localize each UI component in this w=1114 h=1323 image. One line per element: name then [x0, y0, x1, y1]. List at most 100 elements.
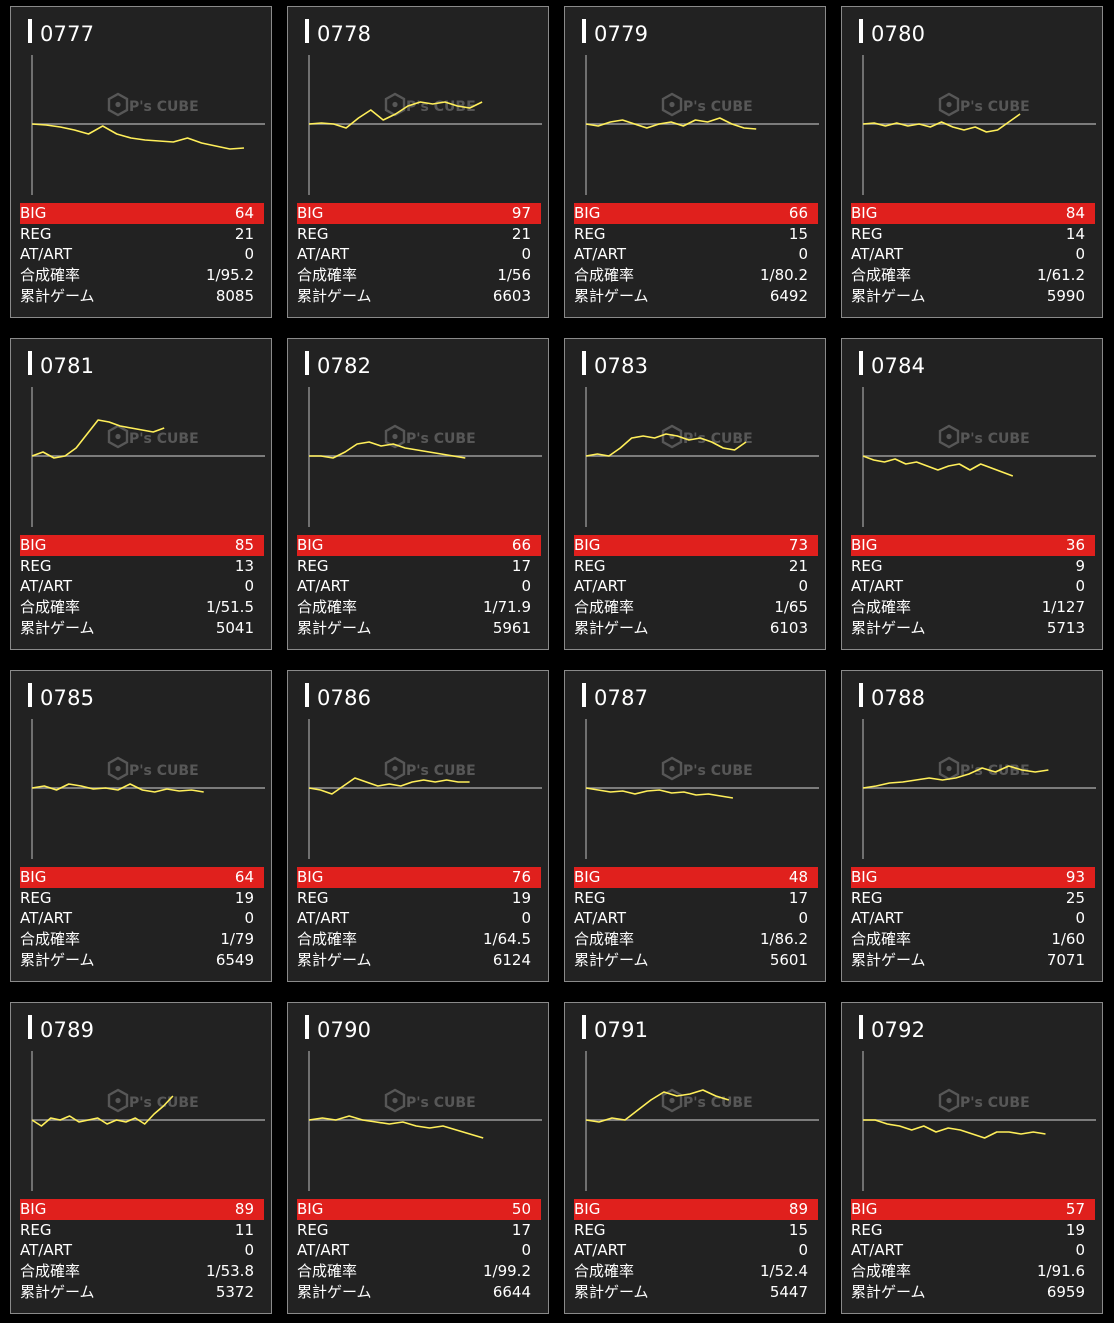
cube-icon-center — [669, 1097, 675, 1104]
prob-label: 合成確率 — [297, 930, 358, 949]
cube-icon — [107, 1088, 129, 1113]
big-value: 48 — [788, 868, 808, 886]
reg-row: REG 25 — [851, 888, 1086, 909]
watermark-logo: P's CUBE — [661, 1088, 753, 1113]
prob-label: 合成確率 — [20, 266, 81, 285]
cube-icon — [384, 1088, 406, 1113]
big-value: 66 — [788, 204, 808, 222]
machine-card-0777[interactable]: 0777 P's CUBE BIG 64 REG 21 AT/ART 0 — [10, 6, 272, 318]
machine-card-0788[interactable]: 0788 P's CUBE BIG 93 REG 25 AT/ART 0 — [841, 670, 1103, 982]
title-marker — [28, 19, 32, 43]
games-label: 累計ゲーム — [297, 286, 372, 305]
at-label: AT/ART — [297, 577, 350, 596]
slump-graph: P's CUBE — [31, 55, 265, 195]
watermark-logo: P's CUBE — [938, 424, 1030, 449]
prob-value: 1/60 — [1051, 930, 1085, 949]
cube-icon — [107, 756, 129, 781]
games-value: 6103 — [769, 618, 808, 637]
games-value: 6644 — [492, 1282, 531, 1301]
big-value: 93 — [1065, 868, 1085, 886]
prob-label: 合成確率 — [574, 266, 635, 285]
prob-value: 1/99.2 — [483, 1262, 531, 1281]
games-value: 5961 — [492, 618, 531, 637]
stats-table: BIG 48 REG 17 AT/ART 0 合成確率 1/86.2 累計ゲーム… — [574, 867, 818, 970]
title-marker — [305, 351, 309, 375]
reg-row: REG 19 — [851, 1220, 1086, 1241]
reg-label: REG — [20, 224, 52, 243]
machine-card-0786[interactable]: 0786 P's CUBE BIG 76 REG 19 AT/ART 0 — [287, 670, 549, 982]
at-row: AT/ART 0 — [574, 908, 809, 929]
reg-label: REG — [297, 556, 329, 575]
at-row: AT/ART 0 — [20, 908, 255, 929]
reg-value: 17 — [511, 1220, 531, 1239]
machine-card-0782[interactable]: 0782 P's CUBE BIG 66 REG 17 AT/ART 0 — [287, 338, 549, 650]
reg-label: REG — [851, 888, 883, 907]
title-marker — [582, 351, 586, 375]
cube-icon-center — [115, 1097, 121, 1104]
prob-value: 1/64.5 — [483, 930, 531, 949]
machine-number: 0786 — [317, 686, 372, 710]
big-label: BIG — [851, 536, 878, 554]
big-label: BIG — [20, 536, 47, 554]
prob-row: 合成確率 1/79 — [20, 929, 255, 950]
machine-card-0791[interactable]: 0791 P's CUBE BIG 89 REG 15 AT/ART 0 — [564, 1002, 826, 1314]
title-marker — [859, 683, 863, 707]
stats-table: BIG 66 REG 17 AT/ART 0 合成確率 1/71.9 累計ゲーム… — [297, 535, 541, 638]
games-value: 6603 — [492, 286, 531, 305]
watermark-text: P's CUBE — [129, 1095, 199, 1111]
slump-line — [585, 433, 747, 457]
machine-number: 0788 — [871, 686, 926, 710]
machine-card-0779[interactable]: 0779 P's CUBE BIG 66 REG 15 AT/ART 0 — [564, 6, 826, 318]
machine-card-0790[interactable]: 0790 P's CUBE BIG 50 REG 17 AT/ART 0 — [287, 1002, 549, 1314]
watermark-logo: P's CUBE — [661, 92, 753, 117]
big-row: BIG 97 — [297, 203, 541, 224]
machine-card-0783[interactable]: 0783 P's CUBE BIG 73 REG 21 AT/ART 0 — [564, 338, 826, 650]
at-label: AT/ART — [574, 909, 627, 928]
cube-icon-center — [946, 1097, 952, 1104]
cube-icon — [938, 756, 960, 781]
big-row: BIG 76 — [297, 867, 541, 888]
games-label: 累計ゲーム — [20, 286, 95, 305]
at-label: AT/ART — [20, 909, 73, 928]
title-marker — [305, 683, 309, 707]
games-label: 累計ゲーム — [851, 286, 926, 305]
machine-card-0785[interactable]: 0785 P's CUBE BIG 64 REG 19 AT/ART 0 — [10, 670, 272, 982]
machine-number: 0787 — [594, 686, 649, 710]
machine-card-0784[interactable]: 0784 P's CUBE BIG 36 REG 9 AT/ART 0 — [841, 338, 1103, 650]
big-value: 85 — [234, 536, 254, 554]
cube-icon — [938, 92, 960, 117]
cube-icon-center — [115, 101, 121, 108]
slump-line — [862, 765, 1049, 789]
reg-row: REG 17 — [574, 888, 809, 909]
prob-value: 1/61.2 — [1037, 266, 1085, 285]
title-marker — [305, 19, 309, 43]
machine-card-0778[interactable]: 0778 P's CUBE BIG 97 REG 21 AT/ART 0 — [287, 6, 549, 318]
machine-card-0781[interactable]: 0781 P's CUBE BIG 85 REG 13 AT/ART 0 — [10, 338, 272, 650]
big-row: BIG 48 — [574, 867, 818, 888]
prob-row: 合成確率 1/51.5 — [20, 597, 255, 618]
games-label: 累計ゲーム — [297, 618, 372, 637]
slump-line — [308, 101, 483, 129]
big-value: 50 — [511, 1200, 531, 1218]
machine-card-0780[interactable]: 0780 P's CUBE BIG 84 REG 14 AT/ART 0 — [841, 6, 1103, 318]
reg-value: 15 — [788, 224, 808, 243]
machine-card-0789[interactable]: 0789 P's CUBE BIG 89 REG 11 AT/ART 0 — [10, 1002, 272, 1314]
at-value: 0 — [521, 245, 531, 264]
machine-card-0787[interactable]: 0787 P's CUBE BIG 48 REG 17 AT/ART 0 — [564, 670, 826, 982]
at-value: 0 — [798, 909, 808, 928]
watermark-logo: P's CUBE — [938, 1088, 1030, 1113]
at-row: AT/ART 0 — [851, 576, 1086, 597]
machine-number: 0783 — [594, 354, 649, 378]
big-label: BIG — [20, 1200, 47, 1218]
big-value: 97 — [511, 204, 531, 222]
at-row: AT/ART 0 — [851, 1240, 1086, 1261]
reg-label: REG — [20, 556, 52, 575]
prob-label: 合成確率 — [574, 598, 635, 617]
cube-icon-center — [946, 433, 952, 440]
reg-row: REG 19 — [20, 888, 255, 909]
big-row: BIG 36 — [851, 535, 1095, 556]
games-value: 5601 — [769, 950, 808, 969]
stats-table: BIG 50 REG 17 AT/ART 0 合成確率 1/99.2 累計ゲーム… — [297, 1199, 541, 1302]
at-label: AT/ART — [851, 577, 904, 596]
machine-card-0792[interactable]: 0792 P's CUBE BIG 57 REG 19 AT/ART 0 — [841, 1002, 1103, 1314]
